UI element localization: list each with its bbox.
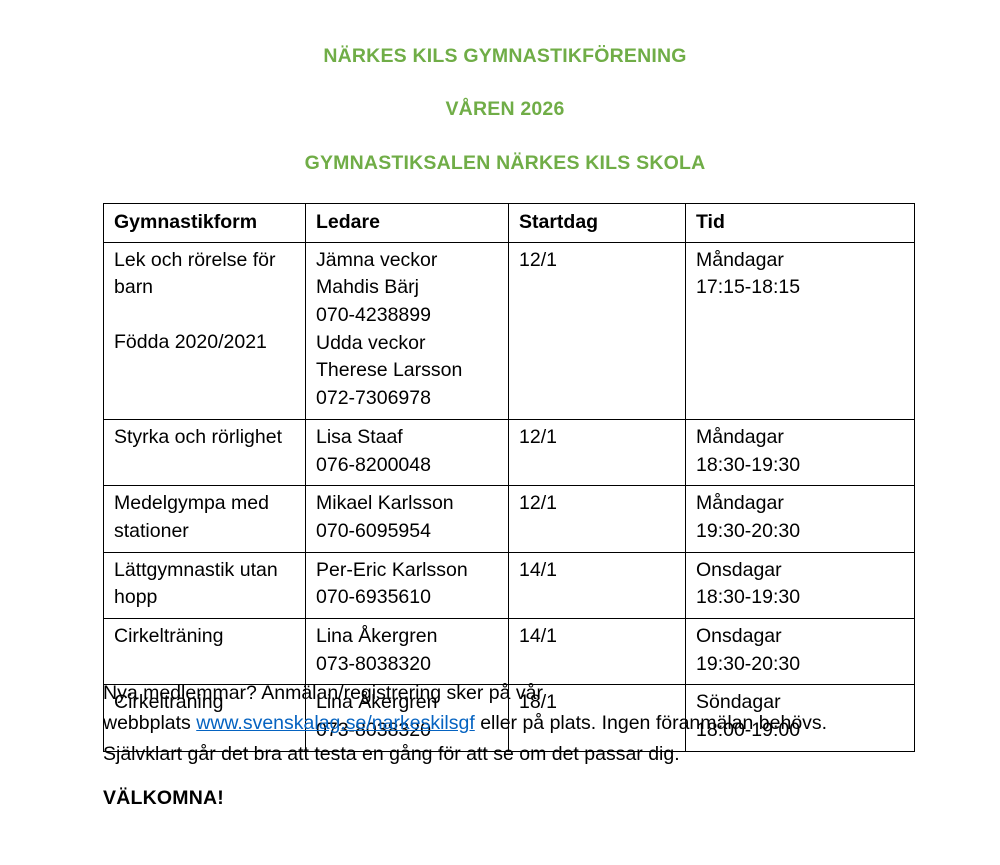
- cell-startdag: 18/1: [508, 684, 686, 752]
- cell-line: 073-8038320: [316, 719, 431, 741]
- cell-ledare: Lisa Staaf 076-8200048: [305, 418, 509, 487]
- cell-tid: Måndagar 18:30-19:30: [685, 418, 915, 487]
- cell-line: 19:30-20:30: [696, 519, 801, 542]
- cell-line: barn: [114, 276, 154, 299]
- cell-ledare: Lina Åkergren 073-8038320: [305, 617, 509, 686]
- page-title-season: VÅREN 2026: [445, 98, 565, 121]
- cell-line: Lina Åkergren: [316, 624, 438, 647]
- cell-line: Lisa Staaf: [316, 425, 403, 448]
- cell-ledare: Per-Eric Karlsson 070-6935610: [305, 551, 509, 619]
- cell-line: 18:30-19:30: [696, 586, 801, 609]
- table-row: Styrka och rörlighet Lisa Staaf 076-820004…: [103, 418, 915, 487]
- cell-line: 12/1: [519, 248, 557, 271]
- cell-line: Måndagar: [696, 492, 784, 515]
- schedule-table: Gymnastikform Ledare Startdag Tid Lek oc…: [103, 203, 915, 752]
- column-header-tid: Tid: [685, 203, 915, 243]
- cell-line: 18/1: [519, 691, 557, 714]
- cell-line-blank: [114, 302, 305, 329]
- cell-line: 073-8038320: [316, 652, 431, 675]
- cell-gymnastikform: Styrka och rörlighet: [103, 418, 306, 487]
- cell-line: 14/1: [519, 624, 557, 647]
- cell-line: 12/1: [519, 425, 557, 448]
- footer-line-2: webbplats www.svenskalag.se/narkeskilsgf…: [103, 708, 933, 738]
- cell-startdag: 12/1: [508, 241, 686, 420]
- cell-line: Födda 2020/2021: [114, 331, 267, 354]
- cell-line: Måndagar: [696, 425, 784, 448]
- cell-gymnastikform: Lättgymnastik utan hopp: [103, 551, 306, 619]
- cell-line: Udda veckor: [316, 331, 426, 354]
- table-row: Lek och rörelse för barn Födda 2020/2021 Jä…: [103, 241, 915, 420]
- cell-line: 18:00-19:00: [696, 719, 801, 741]
- footer-line-1: Nya medlemmar? Anmälan/registrering sker…: [103, 682, 544, 704]
- cell-tid: Onsdagar 19:30-20:30: [685, 617, 915, 686]
- cell-line: Jämna veckor: [316, 248, 438, 271]
- page-title-venue: GYMNASTIKSALEN NÄRKES KILS SKOLA: [304, 151, 706, 174]
- cell-line: Mikael Karlsson: [316, 492, 454, 515]
- document-headings: NÄRKES KILS GYMNASTIKFÖRENING VÅREN 2026…: [0, 0, 1000, 175]
- registration-link[interactable]: www.svenskalag.se/narkeskilsgf: [196, 712, 475, 735]
- table-row: Medelgympa med stationer Mikael Karlsson 07…: [103, 485, 915, 553]
- cell-startdag: 14/1: [508, 551, 686, 619]
- cell-line: Therese Larsson: [316, 359, 463, 382]
- cell-startdag: 14/1: [508, 617, 686, 686]
- schedule-table-wrapper: Gymnastikform Ledare Startdag Tid Lek oc…: [103, 203, 915, 752]
- cell-line: Söndagar: [696, 691, 781, 714]
- cell-line: 19:30-20:30: [696, 652, 801, 675]
- footer-line-2-prefix: webbplats: [103, 712, 197, 735]
- cell-line: 076-8200048: [316, 453, 431, 476]
- footer-info: Nya medlemmar? Anmälan/registrering sker…: [103, 678, 933, 769]
- cell-line: 070-4238899: [316, 304, 431, 327]
- cell-line: Medelgympa med: [114, 492, 269, 515]
- cell-line: Lek och rörelse för: [114, 248, 276, 271]
- schedule-table-body: Lek och rörelse för barn Födda 2020/2021 Jä…: [103, 241, 915, 752]
- cell-ledare: Jämna veckor Mahdis Bärj 070-4238899 Udda v…: [305, 241, 509, 420]
- cell-line: Cirkelträning: [114, 624, 224, 647]
- cell-startdag: 12/1: [508, 485, 686, 553]
- column-header-gymnastikform: Gymnastikform: [103, 203, 306, 243]
- table-header-row: Gymnastikform Ledare Startdag Tid: [103, 203, 915, 243]
- cell-line: 14/1: [519, 558, 557, 581]
- table-row: Cirkelträning Lina Åkergren 073-8038320 18/…: [103, 684, 915, 752]
- welcome-text: VÄLKOMNA!: [103, 787, 224, 809]
- cell-line: Cirkelträning: [114, 691, 224, 714]
- footer-line-3: Självklart går det bra att testa en gång…: [103, 742, 680, 765]
- column-header-startdag: Startdag: [508, 203, 686, 243]
- cell-gymnastikform: Medelgympa med stationer: [103, 485, 306, 553]
- cell-gymnastikform: Lek och rörelse för barn Födda 2020/2021: [103, 241, 306, 420]
- cell-line: 12/1: [519, 492, 557, 515]
- cell-line: 070-6095954: [316, 519, 431, 542]
- cell-line: hopp: [114, 586, 158, 609]
- footer-line-2-suffix: eller på plats. Ingen föranmälan behövs.: [474, 712, 828, 735]
- table-row: Lättgymnastik utan hopp Per-Eric Karlsson 0…: [103, 551, 915, 619]
- cell-tid: Måndagar 19:30-20:30: [685, 485, 915, 553]
- cell-line: 18:30-19:30: [696, 453, 801, 476]
- cell-line: stationer: [114, 519, 189, 542]
- cell-line: Per-Eric Karlsson: [316, 558, 468, 581]
- cell-ledare: Mikael Karlsson 070-6095954: [305, 485, 509, 553]
- cell-line: Lina Åkergren: [316, 691, 438, 714]
- column-header-ledare: Ledare: [305, 203, 509, 243]
- cell-line: Mahdis Bärj: [316, 276, 419, 299]
- cell-line: Onsdagar: [696, 624, 782, 647]
- cell-line: Lättgymnastik utan: [114, 558, 278, 581]
- page-title-organization: NÄRKES KILS GYMNASTIKFÖRENING: [323, 45, 687, 67]
- cell-line: 17:15-18:15: [696, 276, 801, 299]
- cell-gymnastikform: Cirkelträning: [103, 617, 306, 686]
- cell-line: Onsdagar: [696, 558, 782, 581]
- cell-line: Måndagar: [696, 248, 784, 271]
- cell-startdag: 12/1: [508, 418, 686, 487]
- cell-line: 072-7306978: [316, 387, 431, 410]
- table-row: Cirkelträning Lina Åkergren 073-8038320 14/…: [103, 617, 915, 686]
- cell-gymnastikform: Cirkelträning: [103, 684, 306, 752]
- cell-tid: Måndagar 17:15-18:15: [685, 241, 915, 420]
- cell-line: Styrka och rörlighet: [114, 425, 282, 448]
- cell-line: 070-6935610: [316, 586, 431, 609]
- cell-tid: Onsdagar 18:30-19:30: [685, 551, 915, 619]
- cell-tid: Söndagar 18:00-19:00: [685, 684, 915, 752]
- cell-ledare: Lina Åkergren 073-8038320: [305, 684, 509, 752]
